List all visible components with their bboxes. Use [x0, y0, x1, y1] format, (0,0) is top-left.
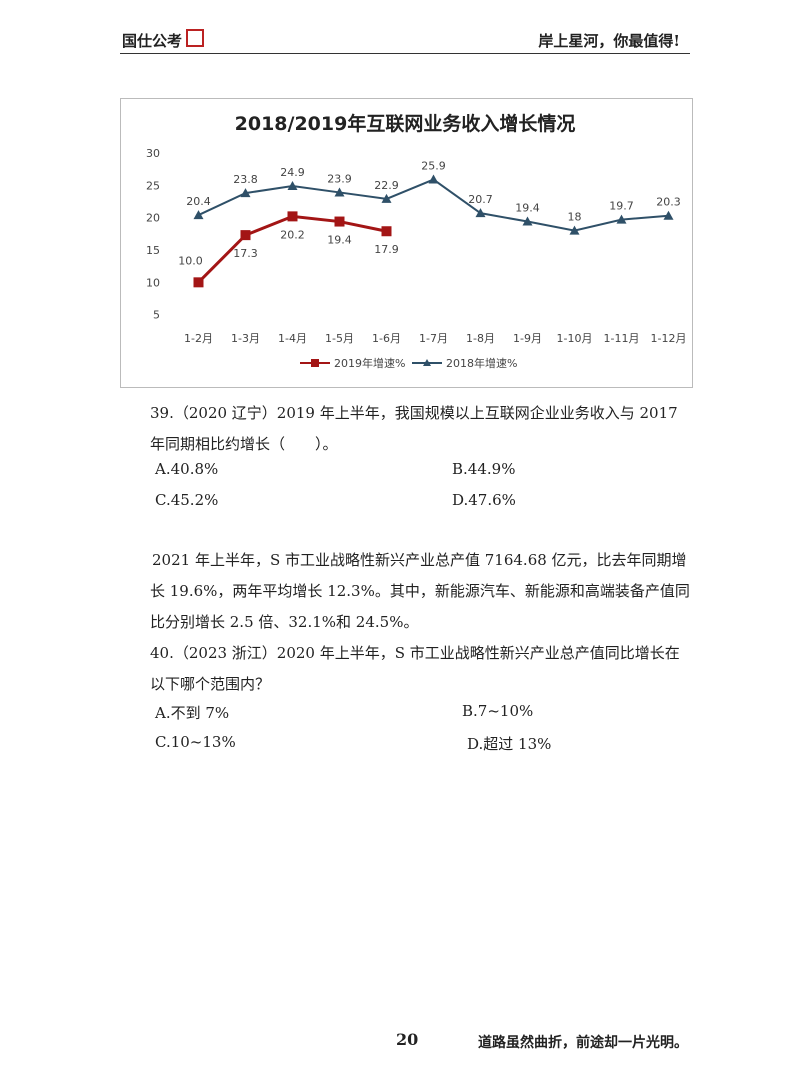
chart: 2018/2019年互联网业务收入增长情况 5 10 15 20 25 30 1-2月 1-3…: [120, 98, 693, 388]
chart-frame: [120, 98, 693, 388]
legend-marker: [423, 359, 431, 366]
question-40-stem: 40.（2023 浙江）2020 年上半年，S 市工业战略性新兴产业总产值同比增…: [150, 644, 680, 693]
x-tick-label: 1-2月: [184, 332, 213, 345]
data-label: 20.4: [186, 195, 211, 208]
header-rule: [120, 53, 690, 54]
data-label: 19.7: [609, 200, 634, 213]
x-tick-label: 1-7月: [419, 332, 448, 345]
data-label: 23.8: [233, 173, 258, 186]
option: D.超过 13%: [467, 735, 552, 753]
x-tick-label: 1-6月: [372, 332, 401, 345]
marker: [193, 210, 204, 220]
option: A.不到 7%: [155, 704, 230, 722]
data-label: 20.7: [468, 193, 493, 206]
data-label: 17.3: [233, 247, 258, 260]
data-label: 19.4: [515, 202, 540, 215]
passage: 2021 年上半年，S 市工业战略性新兴产业总产值 7164.68 亿元，比去年…: [150, 551, 690, 631]
option: B.7~10%: [462, 702, 534, 720]
x-tick-label: 1-12月: [651, 332, 687, 345]
slogan: 岸上星河，你最值得!: [538, 32, 680, 50]
legend-label: 2019年增速%: [334, 356, 405, 370]
page-number: 20: [396, 1030, 419, 1049]
x-tick-label: 1-4月: [278, 332, 307, 345]
y-tick-label: 25: [146, 179, 160, 192]
data-label: 17.9: [374, 243, 399, 256]
logo: 国仕公考: [122, 32, 183, 50]
legend-label: 2018年增速%: [446, 356, 517, 370]
marker: [616, 214, 627, 224]
marker: [381, 193, 392, 203]
y-tick-label: 20: [146, 212, 160, 225]
option: D.47.6%: [452, 491, 516, 509]
data-label: 25.9: [421, 160, 446, 173]
data-label: 19.4: [327, 234, 352, 247]
marker: [663, 210, 674, 220]
y-tick-label: 10: [146, 276, 160, 289]
data-label: 20.2: [280, 228, 305, 241]
marker: [334, 216, 345, 227]
x-tick-label: 1-3月: [231, 332, 260, 345]
x-tick-label: 1-9月: [513, 332, 542, 345]
option: C.10~13%: [155, 733, 236, 751]
marker: [334, 187, 345, 197]
option: A.40.8%: [155, 460, 219, 478]
data-label: 22.9: [374, 179, 399, 192]
option: B.44.9%: [452, 460, 516, 478]
legend-marker: [311, 359, 319, 367]
data-label: 23.9: [327, 172, 352, 185]
y-tick-label: 15: [146, 244, 160, 257]
chart-title: 2018/2019年互联网业务收入增长情况: [235, 112, 576, 135]
marker: [240, 188, 251, 198]
data-label: 20.3: [656, 196, 681, 209]
x-tick-label: 1-10月: [557, 332, 593, 345]
marker: [381, 226, 392, 237]
motto: 道路虽然曲折，前途却一片光明。: [478, 1035, 688, 1051]
marker: [428, 174, 439, 184]
marker: [287, 211, 298, 222]
marker: [287, 180, 298, 190]
seal: [186, 29, 204, 47]
x-tick-label: 1-8月: [466, 332, 495, 345]
y-tick-label: 5: [153, 309, 160, 322]
data-label: 18: [568, 211, 582, 224]
x-tick-label: 1-5月: [325, 332, 354, 345]
y-tick-label: 30: [146, 147, 160, 160]
marker: [240, 230, 251, 241]
data-label: 10.0: [178, 254, 203, 267]
marker: [193, 277, 204, 288]
question-39-stem: 39.（2020 辽宁）2019 年上半年，我国规模以上互联网企业业务收入与 2…: [150, 404, 678, 453]
option: C.45.2%: [155, 491, 219, 509]
marker: [475, 208, 486, 218]
marker: [522, 216, 533, 226]
data-label: 24.9: [280, 166, 305, 179]
marker: [569, 225, 580, 235]
x-tick-label: 1-11月: [604, 332, 640, 345]
